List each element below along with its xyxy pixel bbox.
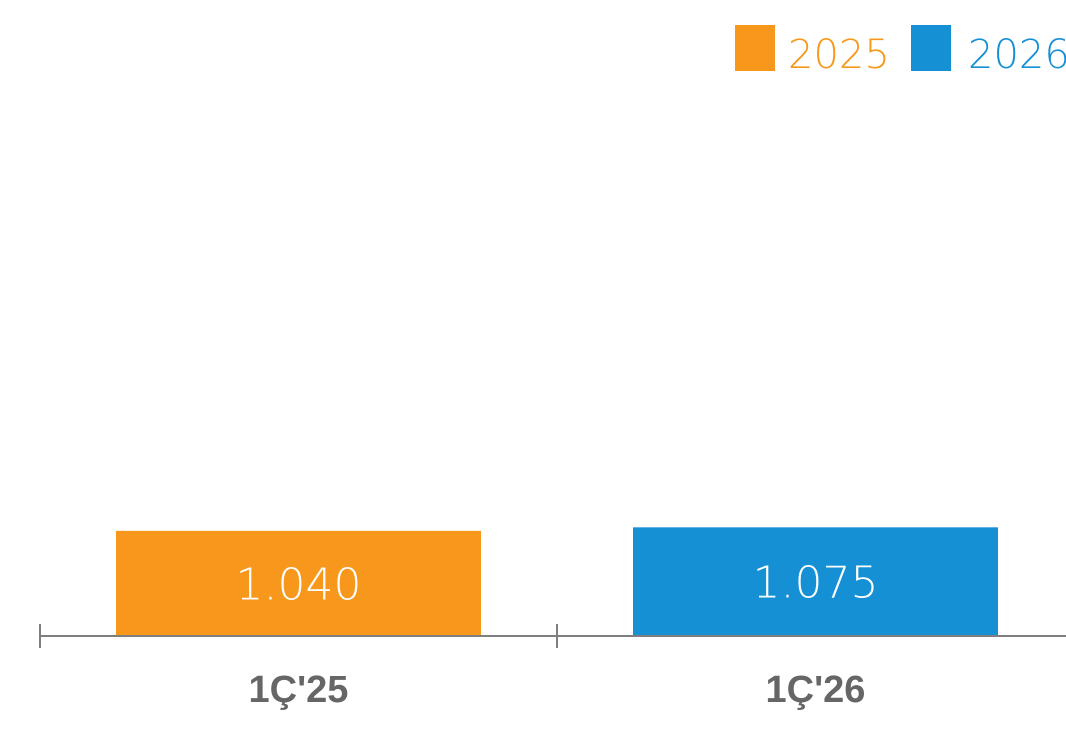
- category-labels: 1Ç'25 1Ç'26: [249, 669, 866, 711]
- legend-swatch-2026: [911, 25, 951, 71]
- x-axis: [39, 624, 1066, 648]
- legend-swatch-2025: [735, 25, 775, 71]
- category-label: 1Ç'26: [766, 669, 866, 711]
- category-label: 1Ç'25: [249, 669, 349, 711]
- bar-1: [116, 530, 481, 636]
- bar-value-label: 1.075: [753, 558, 879, 609]
- chart-legend: 2025 2026: [735, 25, 1066, 78]
- legend-label-2026: 2026: [968, 32, 1066, 78]
- bars-group: 1.040 1.075: [116, 527, 998, 636]
- bar-value-label: 1.040: [236, 559, 362, 610]
- legend-label-2025: 2025: [788, 32, 890, 78]
- bar-2: [633, 527, 998, 636]
